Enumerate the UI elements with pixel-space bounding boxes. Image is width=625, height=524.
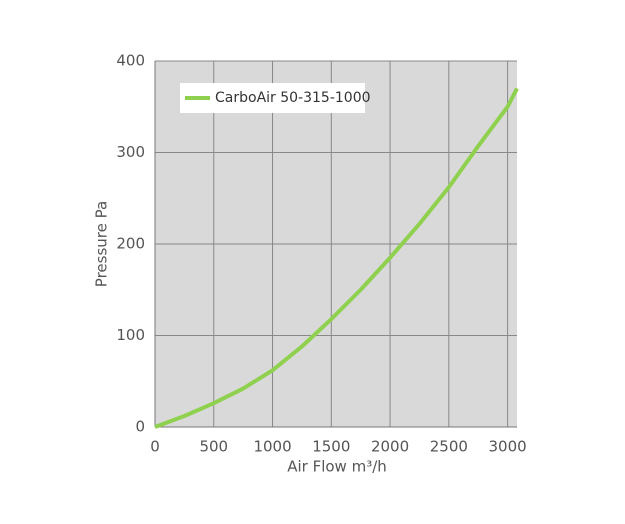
legend-box <box>180 83 365 113</box>
y-axis-label: Pressure Pa <box>93 201 111 287</box>
x-tick-label: 500 <box>199 438 228 456</box>
x-tick-label: 1000 <box>253 438 291 456</box>
x-tick-label: 2000 <box>371 438 409 456</box>
y-tick-label: 300 <box>116 143 145 161</box>
x-tick-label: 1500 <box>312 438 350 456</box>
y-tick-label: 100 <box>116 326 145 344</box>
y-tick-label: 200 <box>116 235 145 253</box>
x-tick-label: 3000 <box>489 438 527 456</box>
x-tick-label: 0 <box>150 438 160 456</box>
legend-label: CarboAir 50-315-1000 <box>215 90 371 106</box>
y-tick-label: 400 <box>116 52 145 70</box>
x-axis-label: Air Flow m³/h <box>287 458 387 476</box>
y-tick-label: 0 <box>135 418 145 436</box>
data-line <box>154 87 519 429</box>
x-tick-label: 2500 <box>430 438 468 456</box>
